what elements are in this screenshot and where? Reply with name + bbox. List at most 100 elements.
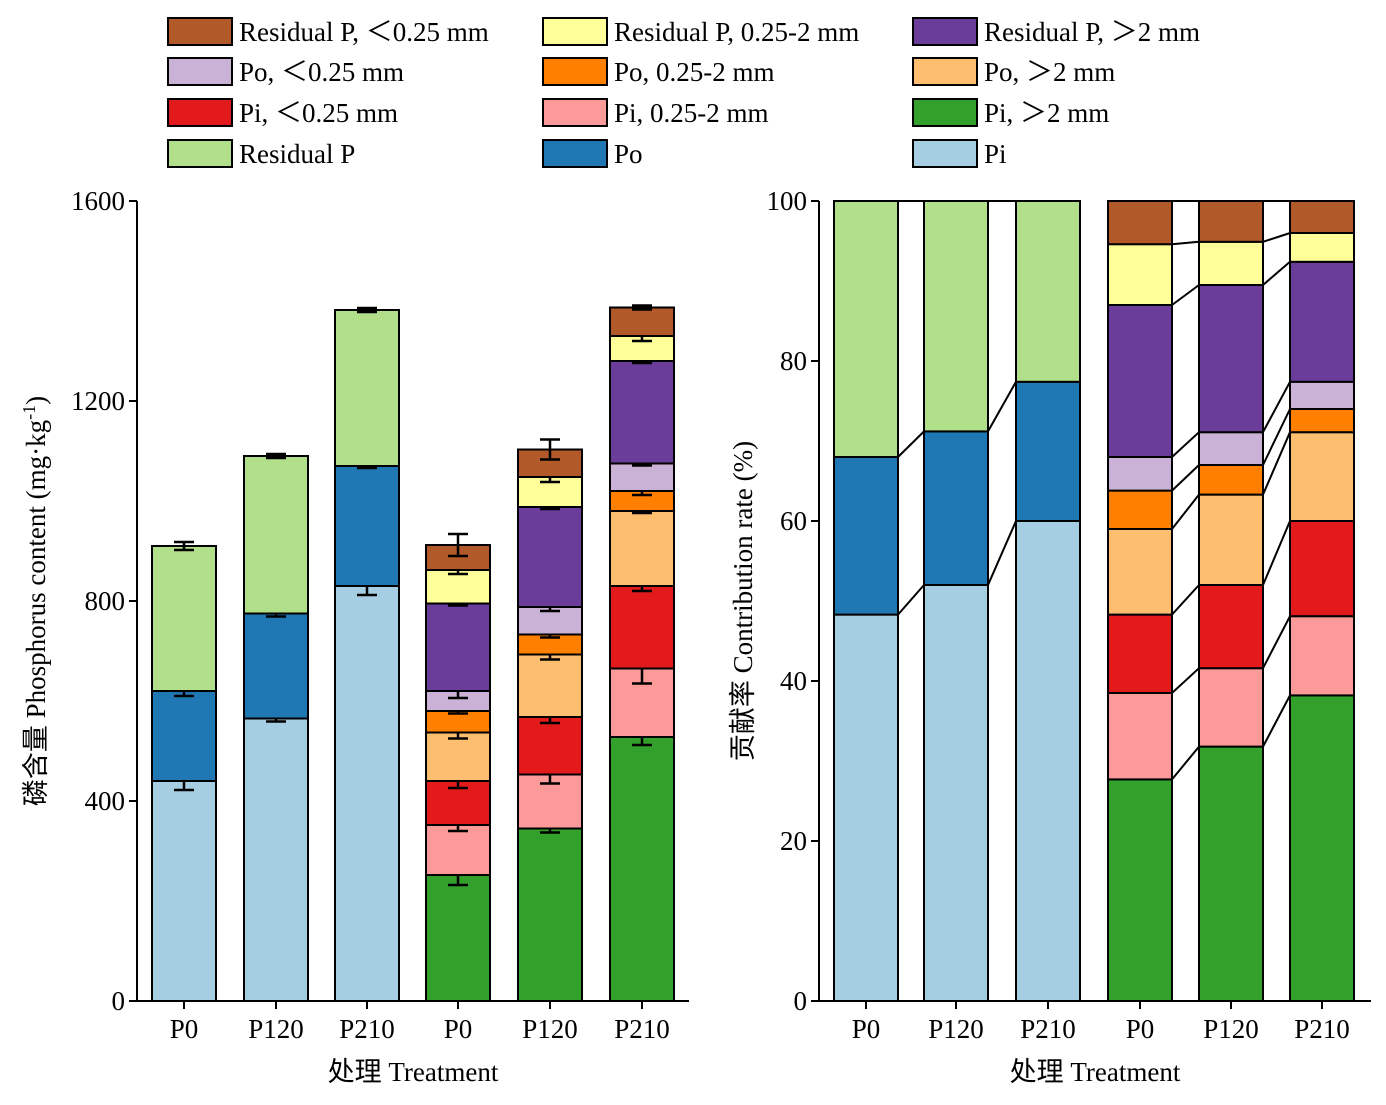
connector-line: [1171, 284, 1200, 306]
bar-p120-5-pi-lt-0-25-mm: [1198, 584, 1264, 670]
x-tick-label-p0: P0: [852, 1014, 881, 1044]
bar-p0-1-po: [833, 456, 899, 616]
connector-line: [1171, 431, 1200, 458]
y-tick-label: 60: [780, 506, 807, 536]
bar-p120-5-po-lt-0-25-mm: [1198, 431, 1264, 467]
connector-line: [987, 520, 1017, 586]
x-tick-label-p210: P210: [614, 1014, 670, 1044]
bar-p120-5-po-0-25-2-mm: [1198, 464, 1264, 496]
bar-p0-4-residual-p-gt-2-mm: [1107, 304, 1173, 458]
bar-p210-3-residual-p: [1015, 200, 1081, 383]
bar-p210-6-residual-p-lt-0-25-mm: [1289, 200, 1355, 234]
bar-p0-4-po-gt-2-mm: [1107, 528, 1173, 616]
legend-swatch-pi-lt-0-25-mm: [167, 98, 233, 127]
bar-p0-4-residual-p-gt-2-mm: [425, 602, 491, 692]
y-axis-title-main: 磷含量 Phosphorus content (mg·kg: [21, 420, 51, 806]
bar-p0-4-po-lt-0-25-mm: [1107, 456, 1173, 492]
connector-line: [1171, 667, 1200, 694]
x-tick-label-p120: P120: [248, 1014, 304, 1044]
connector-line: [1262, 261, 1291, 286]
legend-swatch-po: [542, 139, 608, 168]
legend-swatch-po-gt-2-mm: [912, 57, 978, 86]
bar-p0-1-pi: [151, 780, 217, 1002]
bar-p210-6-residual-p-gt-2-mm: [1289, 260, 1355, 383]
bar-p120-5-po-gt-2-mm: [517, 653, 583, 718]
bar-p210-6-po-lt-0-25-mm: [1289, 380, 1355, 410]
y-tick-label: 100: [767, 186, 808, 216]
bar-p210-3-pi: [334, 585, 400, 1002]
connector-line: [1171, 493, 1200, 530]
y-tick-label: 400: [85, 786, 126, 816]
legend-label-po-lt-0-25-mm: Po, ＜0.25 mm: [239, 57, 404, 87]
bar-p0-4-residual-p-0-25-2-mm: [1107, 243, 1173, 306]
y-tick-label: 20: [780, 826, 807, 856]
bar-p0-4-pi-gt-2-mm: [1107, 778, 1173, 1003]
legend-swatch-pi: [912, 139, 978, 168]
connector-line: [987, 381, 1017, 432]
x-axis-title: 处理 Treatment: [1010, 1057, 1181, 1087]
bar-p120-2-po: [923, 430, 989, 586]
y-tick-label: 80: [780, 346, 807, 376]
connector-line: [1262, 615, 1291, 669]
bar-p210-6-po-0-25-2-mm: [1289, 408, 1355, 434]
legend-swatch-pi-gt-2-mm: [912, 98, 978, 127]
legend-swatch-pi-0-25-2-mm: [542, 98, 608, 127]
bar-p210-6-residual-p-0-25-2-mm: [1289, 232, 1355, 263]
x-tick-label-p120: P120: [522, 1014, 578, 1044]
legend-label-po: Po: [614, 139, 643, 169]
x-tick-label-p120: P120: [928, 1014, 984, 1044]
legend-label-pi-gt-2-mm: Pi, ＞2 mm: [984, 98, 1109, 128]
bar-p210-3-po: [1015, 380, 1081, 522]
bar-p120-2-residual-p: [923, 200, 989, 433]
y-tick-label: 0: [112, 986, 126, 1016]
bar-p120-2-pi: [243, 717, 309, 1002]
connector-line: [1171, 745, 1200, 781]
bar-p210-6-po-lt-0-25-mm: [609, 462, 675, 492]
y-tick-label: 800: [85, 586, 126, 616]
bar-p0-4-residual-p-lt-0-25-mm: [1107, 200, 1173, 246]
x-tick-label-p210: P210: [339, 1014, 395, 1044]
legend-label-pi-0-25-2-mm: Pi, 0.25-2 mm: [614, 98, 769, 128]
legend-label-pi-lt-0-25-mm: Pi, ＜0.25 mm: [239, 98, 398, 128]
x-tick-label-p210: P210: [1294, 1014, 1350, 1044]
bar-p0-4-po-0-25-2-mm: [1107, 489, 1173, 531]
x-tick-label-p0: P0: [1126, 1014, 1155, 1044]
connector-line: [1262, 232, 1291, 243]
bar-p0-1-po: [151, 690, 217, 782]
y-tick-label: 1600: [71, 186, 125, 216]
bar-p120-5-po-gt-2-mm: [1198, 493, 1264, 587]
bar-p210-6-pi-gt-2-mm: [609, 736, 675, 1002]
bar-p120-5-pi-gt-2-mm: [1198, 745, 1264, 1002]
legend-label-residual-p-0-25-2-mm: Residual P, 0.25-2 mm: [614, 17, 859, 47]
y-axis-title-superscript: -1: [19, 405, 39, 420]
connector-line: [897, 430, 925, 458]
bar-p0-4-pi-lt-0-25-mm: [1107, 613, 1173, 694]
bar-p210-3-pi: [1015, 520, 1081, 1002]
chart-phosphorus-content: 0 400 800 1200 1600 P0 P120 P210 P0 P120 P210 处理 Tr…: [19, 186, 689, 1087]
bar-p120-5-pi-0-25-2-mm: [1198, 667, 1264, 748]
connector-line: [1262, 381, 1291, 433]
bar-p0-4-po-gt-2-mm: [425, 731, 491, 782]
connector-line: [1171, 464, 1200, 492]
legend-swatch-residual-p: [167, 139, 233, 168]
bar-p120-2-residual-p: [243, 455, 309, 615]
y-tick-label: 0: [794, 986, 808, 1016]
bar-p120-5-residual-p-0-25-2-mm: [1198, 240, 1264, 287]
bar-p210-6-residual-p-gt-2-mm: [609, 360, 675, 465]
y-axis-title: 磷含量 Phosphorus content (mg·kg-1): [19, 396, 51, 806]
legend-swatch-residual-p-lt-0-25-mm: [167, 17, 233, 46]
bar-p0-4-residual-p-0-25-2-mm: [425, 569, 491, 605]
x-tick-label-p0: P0: [444, 1014, 473, 1044]
bar-p120-5-pi-lt-0-25-mm: [517, 716, 583, 776]
bar-p120-2-pi: [923, 584, 989, 1002]
y-axis-title-main: 贡献率 Contribution rate (%): [728, 441, 758, 761]
legend-label-po-0-25-2-mm: Po, 0.25-2 mm: [614, 57, 775, 87]
bar-p210-6-po-gt-2-mm: [609, 510, 675, 587]
connector-line: [1171, 584, 1200, 616]
bar-p0-4-pi-0-25-2-mm: [425, 824, 491, 876]
bar-p210-3-po: [334, 465, 400, 587]
legend: Residual P, ＜0.25 mm Residual P, 0.25-2 m…: [167, 17, 1200, 169]
legend-swatch-po-0-25-2-mm: [542, 57, 608, 86]
legend-label-residual-p: Residual P: [239, 139, 355, 169]
bar-p0-4-pi-0-25-2-mm: [1107, 692, 1173, 781]
